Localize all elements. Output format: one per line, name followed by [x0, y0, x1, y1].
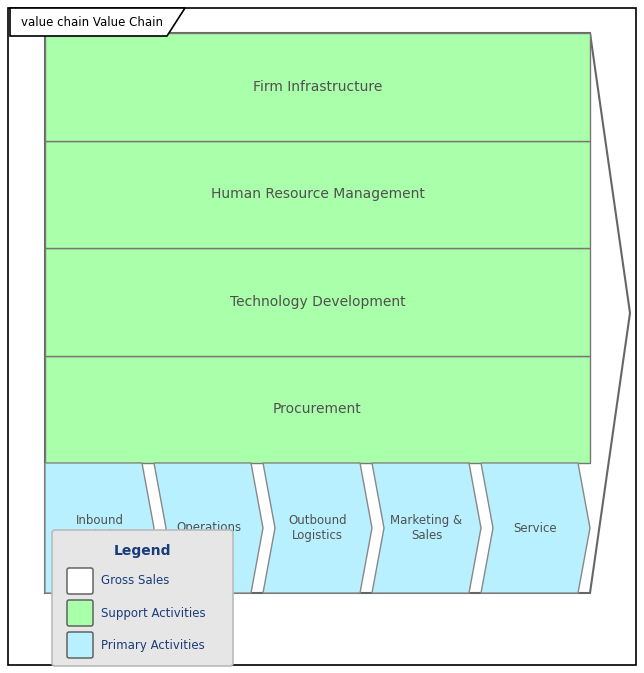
Text: Human Resource Management: Human Resource Management: [211, 187, 424, 201]
Text: Operations: Operations: [176, 522, 241, 534]
FancyBboxPatch shape: [67, 568, 93, 594]
Text: Gross Sales: Gross Sales: [101, 575, 169, 588]
Bar: [45, 355, 590, 463]
Polygon shape: [481, 463, 590, 593]
Text: Outbound
Logistics: Outbound Logistics: [288, 514, 347, 542]
Text: Primary Activities: Primary Activities: [101, 639, 205, 651]
Polygon shape: [154, 463, 263, 593]
Text: Procurement: Procurement: [273, 402, 362, 416]
FancyBboxPatch shape: [67, 632, 93, 658]
FancyBboxPatch shape: [67, 600, 93, 626]
Bar: [45, 141, 590, 248]
Text: Legend: Legend: [114, 544, 171, 558]
Polygon shape: [45, 463, 154, 593]
Bar: [45, 33, 590, 141]
FancyBboxPatch shape: [52, 530, 233, 666]
Polygon shape: [45, 33, 630, 593]
Polygon shape: [263, 463, 372, 593]
Polygon shape: [372, 463, 481, 593]
Text: Firm Infrastructure: Firm Infrastructure: [253, 79, 382, 94]
Text: Inbound
Logistics: Inbound Logistics: [74, 514, 125, 542]
Text: Support Activities: Support Activities: [101, 606, 205, 620]
Text: value chain Value Chain: value chain Value Chain: [21, 15, 164, 28]
Bar: [45, 248, 590, 355]
Text: Service: Service: [514, 522, 557, 534]
Text: Marketing &
Sales: Marketing & Sales: [390, 514, 462, 542]
Text: Technology Development: Technology Development: [230, 295, 405, 309]
Polygon shape: [10, 8, 185, 36]
